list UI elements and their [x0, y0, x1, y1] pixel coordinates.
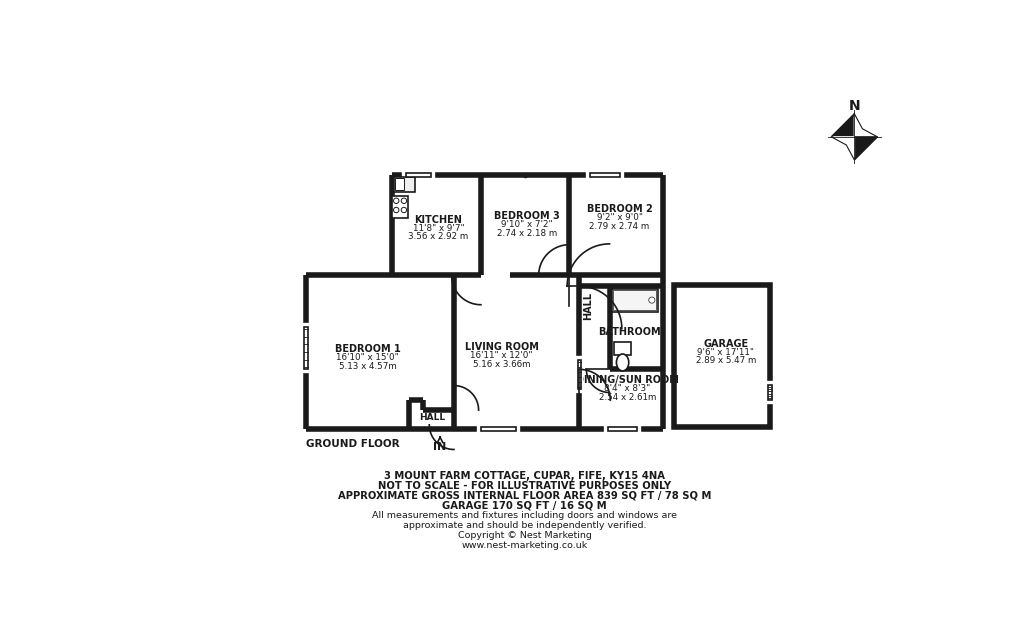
Bar [590, 173, 620, 177]
Text: 16'10" x 15'0": 16'10" x 15'0" [336, 353, 399, 362]
Polygon shape [831, 137, 854, 160]
Text: approximate and should be independently verified.: approximate and should be independently … [403, 521, 646, 530]
Text: HALL: HALL [420, 413, 445, 422]
Text: GARAGE 170 SQ FT / 16 SQ M: GARAGE 170 SQ FT / 16 SQ M [442, 500, 607, 511]
Bar [608, 427, 637, 431]
Bar [407, 173, 431, 177]
Text: 3 MOUNT FARM COTTAGE, CUPAR, FIFE, KY15 4NA: 3 MOUNT FARM COTTAGE, CUPAR, FIFE, KY15 … [384, 470, 666, 481]
Bar [611, 289, 658, 312]
Bar [614, 342, 631, 355]
Text: N: N [849, 99, 860, 113]
Text: APPROXIMATE GROSS INTERNAL FLOOR AREA 839 SQ FT / 78 SQ M: APPROXIMATE GROSS INTERNAL FLOOR AREA 83… [338, 491, 712, 500]
Text: BEDROOM 1: BEDROOM 1 [335, 344, 400, 355]
Text: All measurements and fixtures including doors and windows are: All measurements and fixtures including … [373, 511, 677, 520]
Text: GARAGE: GARAGE [703, 339, 749, 349]
Text: 9'6" x 17'11": 9'6" x 17'11" [697, 348, 755, 357]
Text: Copyright © Nest Marketing: Copyright © Nest Marketing [458, 531, 592, 540]
Polygon shape [854, 114, 878, 137]
Text: 11'8" x 9'7": 11'8" x 9'7" [413, 224, 464, 233]
Bar [481, 427, 515, 431]
Bar [395, 179, 403, 190]
Bar [392, 196, 408, 218]
Circle shape [401, 207, 407, 212]
Circle shape [393, 207, 399, 212]
Ellipse shape [616, 354, 629, 371]
Text: 9'10" x 7'2": 9'10" x 7'2" [502, 220, 553, 229]
Text: 2.54 x 2.61m: 2.54 x 2.61m [598, 392, 656, 402]
Text: HALL: HALL [583, 292, 593, 321]
Text: BEDROOM 2: BEDROOM 2 [587, 204, 652, 214]
Text: 2.74 x 2.18 m: 2.74 x 2.18 m [497, 228, 557, 237]
Bar [394, 177, 416, 192]
Text: 2.89 x 5.47 m: 2.89 x 5.47 m [695, 356, 756, 365]
Bar [613, 290, 656, 310]
Text: GROUND FLOOR: GROUND FLOOR [306, 439, 399, 449]
Polygon shape [831, 114, 854, 137]
Circle shape [401, 198, 407, 204]
Bar [304, 327, 308, 369]
Text: 9'2" x 9'0": 9'2" x 9'0" [597, 213, 642, 222]
Text: 3.56 x 2.92 m: 3.56 x 2.92 m [409, 232, 469, 241]
Bar [578, 360, 582, 389]
Text: 5.16 x 3.66m: 5.16 x 3.66m [473, 360, 530, 369]
Bar [768, 385, 772, 400]
Text: 5.13 x 4.57m: 5.13 x 4.57m [339, 362, 396, 371]
Text: www.nest-marketing.co.uk: www.nest-marketing.co.uk [462, 541, 588, 550]
Text: KITCHEN: KITCHEN [415, 215, 463, 225]
Polygon shape [854, 137, 878, 160]
Text: BATHROOM: BATHROOM [598, 328, 660, 337]
Text: 8'4" x 8'3": 8'4" x 8'3" [604, 384, 650, 393]
Text: 16'11" x 12'0": 16'11" x 12'0" [470, 351, 532, 360]
Text: NOT TO SCALE - FOR ILLUSTRATIVE PURPOSES ONLY: NOT TO SCALE - FOR ILLUSTRATIVE PURPOSES… [378, 481, 672, 491]
Text: BEDROOM 3: BEDROOM 3 [495, 211, 560, 221]
Circle shape [393, 198, 399, 204]
Bar [674, 285, 770, 427]
Text: 2.79 x 2.74 m: 2.79 x 2.74 m [590, 221, 649, 230]
Text: IN: IN [433, 442, 446, 452]
Text: LIVING ROOM: LIVING ROOM [465, 342, 539, 352]
Text: DINING/SUN ROOM: DINING/SUN ROOM [575, 375, 679, 385]
Circle shape [649, 297, 655, 303]
